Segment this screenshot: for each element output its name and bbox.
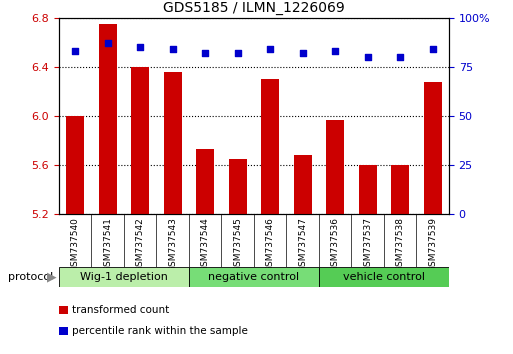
- Bar: [164, 72, 182, 214]
- Text: GSM737547: GSM737547: [298, 217, 307, 272]
- Text: percentile rank within the sample: percentile rank within the sample: [72, 326, 248, 336]
- Point: [364, 54, 372, 60]
- Bar: [359, 165, 377, 214]
- Text: vehicle control: vehicle control: [343, 272, 425, 282]
- Text: Wig-1 depletion: Wig-1 depletion: [80, 272, 168, 282]
- Bar: [424, 81, 442, 214]
- Point: [104, 40, 112, 46]
- Text: GSM737538: GSM737538: [396, 217, 405, 272]
- Text: GSM737544: GSM737544: [201, 217, 210, 272]
- Point: [396, 54, 404, 60]
- Text: GSM737542: GSM737542: [136, 217, 145, 272]
- Bar: [66, 116, 84, 214]
- Text: GSM737541: GSM737541: [103, 217, 112, 272]
- Point: [428, 46, 437, 52]
- Bar: [294, 155, 311, 214]
- Text: protocol: protocol: [8, 272, 53, 282]
- Point: [299, 50, 307, 56]
- Text: GSM737543: GSM737543: [168, 217, 177, 272]
- Text: GSM737545: GSM737545: [233, 217, 242, 272]
- Text: GSM737539: GSM737539: [428, 217, 437, 272]
- Text: GSM737537: GSM737537: [363, 217, 372, 272]
- Point: [71, 48, 80, 54]
- Text: transformed count: transformed count: [72, 305, 170, 315]
- Bar: [131, 67, 149, 214]
- Text: negative control: negative control: [208, 272, 300, 282]
- Point: [331, 48, 339, 54]
- Point: [266, 46, 274, 52]
- Point: [233, 50, 242, 56]
- Text: GSM737546: GSM737546: [266, 217, 274, 272]
- Bar: [229, 159, 247, 214]
- Point: [136, 44, 144, 50]
- Bar: [196, 149, 214, 214]
- Bar: [99, 24, 116, 214]
- Text: GSM737536: GSM737536: [331, 217, 340, 272]
- Text: ▶: ▶: [47, 270, 57, 284]
- Bar: [189, 267, 319, 287]
- Bar: [59, 267, 189, 287]
- Bar: [261, 79, 279, 214]
- Text: GSM737540: GSM737540: [71, 217, 80, 272]
- Bar: [319, 267, 449, 287]
- Bar: [391, 165, 409, 214]
- Title: GDS5185 / ILMN_1226069: GDS5185 / ILMN_1226069: [163, 1, 345, 15]
- Bar: [326, 120, 344, 214]
- Point: [201, 50, 209, 56]
- Point: [169, 46, 177, 52]
